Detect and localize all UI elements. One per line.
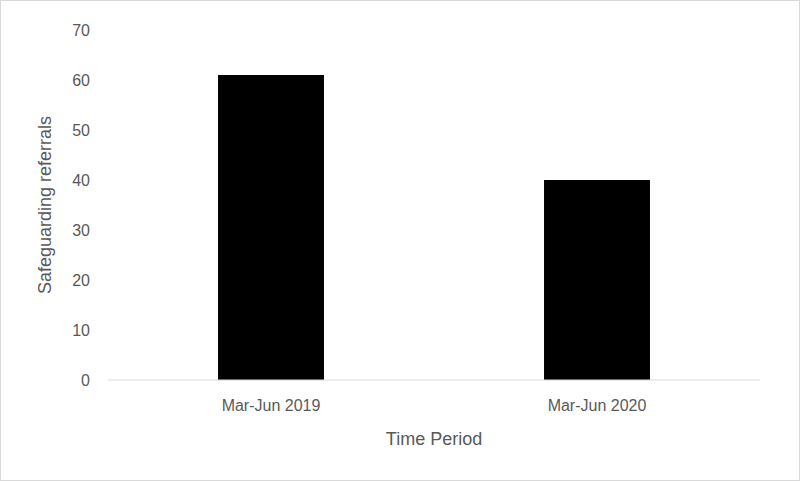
y-tick-label: 20	[72, 272, 90, 289]
y-tick-label: 70	[72, 22, 90, 39]
bar	[218, 75, 324, 380]
x-tick-label: Mar-Jun 2020	[548, 397, 647, 414]
y-tick-label: 10	[72, 322, 90, 339]
x-axis-line	[108, 380, 760, 381]
y-axis-title: Safeguarding referrals	[35, 116, 55, 294]
y-tick-label: 50	[72, 122, 90, 139]
bar	[544, 180, 650, 380]
x-tick-label: Mar-Jun 2019	[222, 397, 321, 414]
bars	[218, 75, 650, 380]
chart-container: 0 10 20 30 40 50 60 70 Mar-Jun 2019 Mar-Jun 2020 T…	[0, 0, 800, 481]
y-tick-label: 0	[81, 372, 90, 389]
chart-svg: 0 10 20 30 40 50 60 70 Mar-Jun 2019 Mar-Jun 2020 T…	[0, 0, 800, 481]
y-tick-label: 30	[72, 222, 90, 239]
chart-border	[1, 1, 800, 481]
y-tick-label: 60	[72, 72, 90, 89]
y-tick-label: 40	[72, 172, 90, 189]
x-axis-title: Time Period	[386, 429, 482, 449]
